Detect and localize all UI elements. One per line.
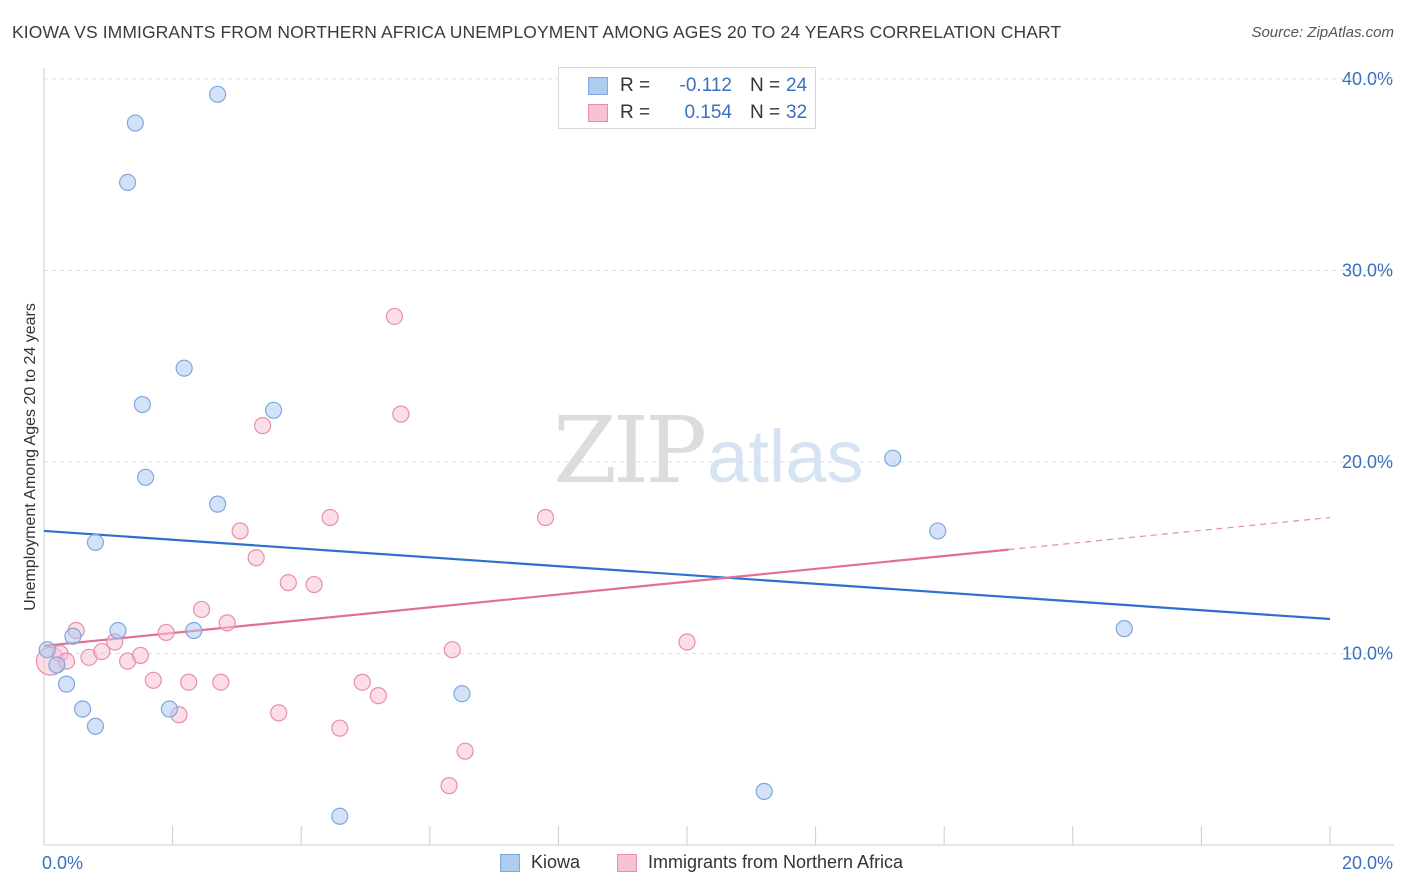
immigrants-point xyxy=(331,719,349,737)
legend-swatch-kiowa xyxy=(588,77,608,95)
kiowa-point xyxy=(64,627,82,645)
kiowa-point xyxy=(38,641,56,659)
immigrants-point xyxy=(270,704,288,722)
legend-r-value: -0.112 xyxy=(679,75,732,96)
chart-title: KIOWA VS IMMIGRANTS FROM NORTHERN AFRICA… xyxy=(12,22,1062,42)
kiowa-point xyxy=(48,656,66,674)
legend-r-label: R = xyxy=(620,102,651,123)
immigrants-point xyxy=(305,575,323,594)
immigrants-point xyxy=(144,671,162,689)
immigrants-point xyxy=(385,307,404,326)
kiowa-point xyxy=(929,522,947,540)
kiowa-point xyxy=(209,85,227,103)
kiowa-point xyxy=(264,401,283,419)
kiowa-point xyxy=(160,700,178,718)
trend-line-kiowa xyxy=(43,529,1331,621)
legend-row-kiowa: R = -0.112 N = 24 xyxy=(559,73,807,99)
immigrants-point xyxy=(131,646,150,665)
immigrants-point xyxy=(321,508,339,527)
kiowa-point xyxy=(453,685,471,703)
legend-n-value: 24 xyxy=(786,75,808,96)
series-legend-swatch-kiowa xyxy=(500,853,520,872)
kiowa-point xyxy=(136,468,155,486)
y-tick-label: 20.0% xyxy=(1342,452,1393,472)
series-legend-item-kiowa[interactable]: Kiowa xyxy=(500,852,580,873)
trend-line-immigrants xyxy=(43,548,1009,647)
legend-n-label: N = xyxy=(750,75,781,96)
legend-swatch-immigrants xyxy=(588,104,608,122)
kiowa-point xyxy=(57,675,76,693)
correlation-legend: R = -0.112 N = 24 R = 0.154 N = 32 xyxy=(558,67,816,129)
immigrants-point xyxy=(212,673,230,691)
immigrants-point xyxy=(231,522,249,540)
kiowa-point xyxy=(209,495,227,513)
immigrants-point xyxy=(353,673,371,691)
immigrants-point xyxy=(392,405,410,423)
kiowa-point xyxy=(86,533,105,552)
watermark-zip: ZIP xyxy=(553,397,707,504)
immigrants-point xyxy=(440,777,458,795)
kiowa-point xyxy=(331,807,349,825)
legend-n-value: 32 xyxy=(786,102,808,123)
kiowa-point xyxy=(118,173,137,192)
kiowa-point xyxy=(884,449,902,467)
immigrants-point xyxy=(536,508,555,527)
immigrants-point xyxy=(369,687,387,705)
immigrants-point xyxy=(678,633,696,651)
immigrants-point xyxy=(192,600,211,619)
legend-r-label: R = xyxy=(620,75,651,96)
kiowa-point xyxy=(133,395,151,414)
y-tick-label: 30.0% xyxy=(1342,261,1393,281)
legend-n-label: N = xyxy=(750,102,781,123)
immigrants-point xyxy=(456,742,474,760)
immigrants-point xyxy=(180,673,198,691)
series-legend: Kiowa Immigrants from Northern Africa xyxy=(0,852,1406,878)
legend-r-value: 0.154 xyxy=(684,102,732,123)
kiowa-point xyxy=(86,717,105,735)
immigrants-point xyxy=(247,549,265,567)
x-tick-label: 20.0% xyxy=(1342,853,1393,873)
legend-row-immigrants: R = 0.154 N = 32 xyxy=(559,100,807,126)
kiowa-point xyxy=(73,700,92,718)
source-credit: Source: ZipAtlas.com xyxy=(1251,24,1394,41)
immigrants-point xyxy=(279,574,297,592)
watermark-atlas: atlas xyxy=(707,415,864,498)
kiowa-point xyxy=(175,359,193,377)
kiowa-point xyxy=(755,782,773,800)
kiowa-point xyxy=(1115,620,1133,638)
immigrants-point xyxy=(443,641,461,659)
y-tick-label: 10.0% xyxy=(1342,644,1393,664)
watermark: ZIPatlas xyxy=(553,405,863,497)
kiowa-point xyxy=(185,621,203,640)
immigrants-point xyxy=(157,623,175,642)
x-tick-label: 0.0% xyxy=(42,853,83,873)
trend-line-extension xyxy=(1008,516,1331,551)
series-legend-item-immigrants[interactable]: Immigrants from Northern Africa xyxy=(617,852,903,873)
series-legend-label-kiowa: Kiowa xyxy=(531,852,581,872)
kiowa-point xyxy=(109,621,127,640)
immigrants-point xyxy=(254,417,272,435)
immigrants-point xyxy=(218,614,236,632)
series-legend-label-immigrants: Immigrants from Northern Africa xyxy=(648,852,904,872)
immigrants-point xyxy=(93,642,111,661)
kiowa-point xyxy=(126,114,144,132)
series-legend-swatch-immigrants xyxy=(617,853,637,872)
y-axis-title: Unemployment Among Ages 20 to 24 years xyxy=(22,303,39,611)
